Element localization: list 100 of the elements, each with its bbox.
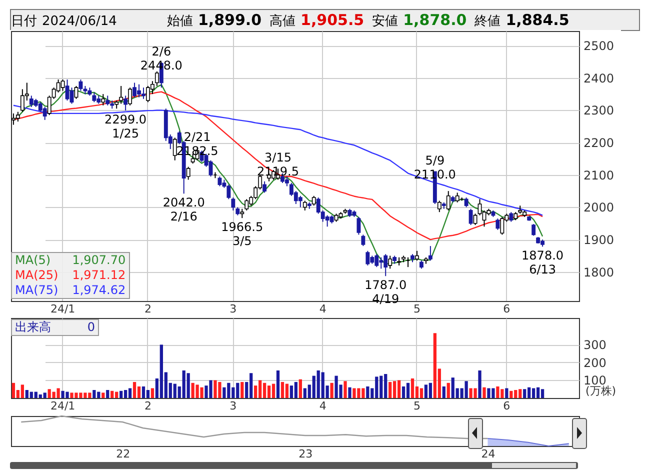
candlestick — [468, 208, 473, 226]
annotation: 1,974.62 — [72, 283, 126, 298]
candlestick — [92, 92, 96, 103]
bar — [137, 386, 141, 398]
bar — [406, 382, 410, 398]
bar — [124, 390, 128, 398]
candlestick — [464, 197, 468, 208]
y-tick-label: 300 — [584, 338, 606, 352]
bar — [366, 386, 370, 398]
x-tick-label: 6 — [503, 400, 510, 412]
bar — [43, 392, 46, 398]
annotation: 1,971.12 — [72, 268, 126, 283]
x-tick-label: 22 — [116, 448, 130, 460]
y-tick-label: 200 — [584, 356, 606, 370]
text: 1,905.5 — [300, 11, 364, 29]
x-tick-label: 24/1 — [50, 400, 76, 412]
candlestick — [473, 213, 478, 226]
candlestick — [154, 70, 159, 86]
bar — [532, 388, 536, 398]
bar — [523, 389, 526, 398]
text: 終値 — [474, 14, 501, 29]
y-tick-label: 1900 — [584, 233, 614, 248]
bar — [348, 387, 352, 398]
x-tick-label: 5 — [413, 400, 420, 412]
bar — [344, 381, 347, 398]
candlestick — [101, 94, 106, 106]
x-tick-label: 4 — [319, 400, 326, 412]
bar — [258, 380, 262, 398]
text: 安値 — [372, 14, 398, 29]
candlestick — [428, 246, 432, 262]
bar — [290, 386, 294, 398]
annotation: 1,907.70 — [72, 253, 126, 268]
y-tick-label: 2200 — [584, 136, 614, 150]
candlestick — [65, 79, 70, 102]
bar — [402, 386, 406, 398]
candlestick — [218, 176, 222, 187]
bar — [262, 382, 266, 398]
bar — [120, 390, 123, 398]
y-tick-label: 2100 — [584, 168, 614, 182]
text: 高値 — [270, 14, 296, 29]
bar — [106, 390, 110, 398]
candlestick — [415, 250, 419, 262]
text: 始値 — [166, 14, 193, 29]
candlestick — [532, 224, 536, 236]
x-tick-label: 5 — [413, 302, 420, 316]
candlestick — [119, 85, 124, 104]
x-tick-label: 6 — [503, 302, 510, 316]
text: 2024/06/14 — [42, 14, 117, 29]
candlestick — [388, 255, 392, 270]
x-tick-label: 23 — [298, 448, 313, 460]
y-tick-label: 2300 — [584, 104, 614, 118]
candlestick — [509, 212, 514, 222]
candlestick — [106, 95, 110, 106]
y-tick-label: 1800 — [584, 265, 614, 280]
bar — [540, 389, 544, 398]
bar — [128, 388, 132, 398]
bar — [428, 382, 432, 398]
bar — [222, 387, 226, 398]
candlestick — [500, 216, 504, 236]
candlestick — [455, 192, 460, 203]
x-tick-label: 24 — [481, 448, 496, 460]
candlestick — [356, 216, 361, 236]
bar — [446, 382, 450, 398]
bar — [294, 382, 298, 398]
candlestick — [366, 250, 370, 266]
bar — [186, 373, 190, 398]
text: MA(25) — [15, 268, 58, 283]
y-tick-label: 2000 — [584, 200, 614, 215]
candlestick — [186, 166, 190, 180]
candlestick — [60, 79, 65, 92]
bar — [132, 382, 136, 398]
bar — [20, 384, 24, 398]
bar — [12, 382, 16, 398]
bar — [298, 379, 302, 398]
bar — [272, 384, 276, 398]
annotation: 1966.5 3/5 — [221, 220, 264, 248]
candlestick — [437, 200, 442, 213]
bar — [150, 388, 154, 398]
candlestick — [298, 195, 302, 208]
candlestick — [172, 137, 177, 161]
x-tick-label: 2 — [144, 302, 152, 316]
candlestick — [302, 200, 307, 211]
annotation: 2042.0 2/16 — [162, 196, 205, 224]
bar — [442, 386, 446, 398]
bar — [267, 386, 271, 398]
candlestick — [42, 106, 47, 120]
candlestick — [74, 85, 78, 100]
candlestick — [312, 195, 316, 206]
x-tick-label: 3 — [230, 400, 237, 412]
text: 1,884.5 — [506, 11, 570, 29]
x-tick-label: 2 — [144, 400, 152, 412]
x-tick-label: 4 — [319, 302, 326, 316]
annotation: 2299.0 1/25 — [104, 112, 147, 141]
candlestick — [128, 87, 132, 106]
candlestick — [240, 208, 244, 219]
candlestick — [16, 111, 20, 122]
y-tick-label: 2500 — [584, 39, 614, 54]
text: 1,878.0 — [403, 11, 467, 29]
bar — [146, 390, 150, 398]
bar — [482, 387, 486, 398]
